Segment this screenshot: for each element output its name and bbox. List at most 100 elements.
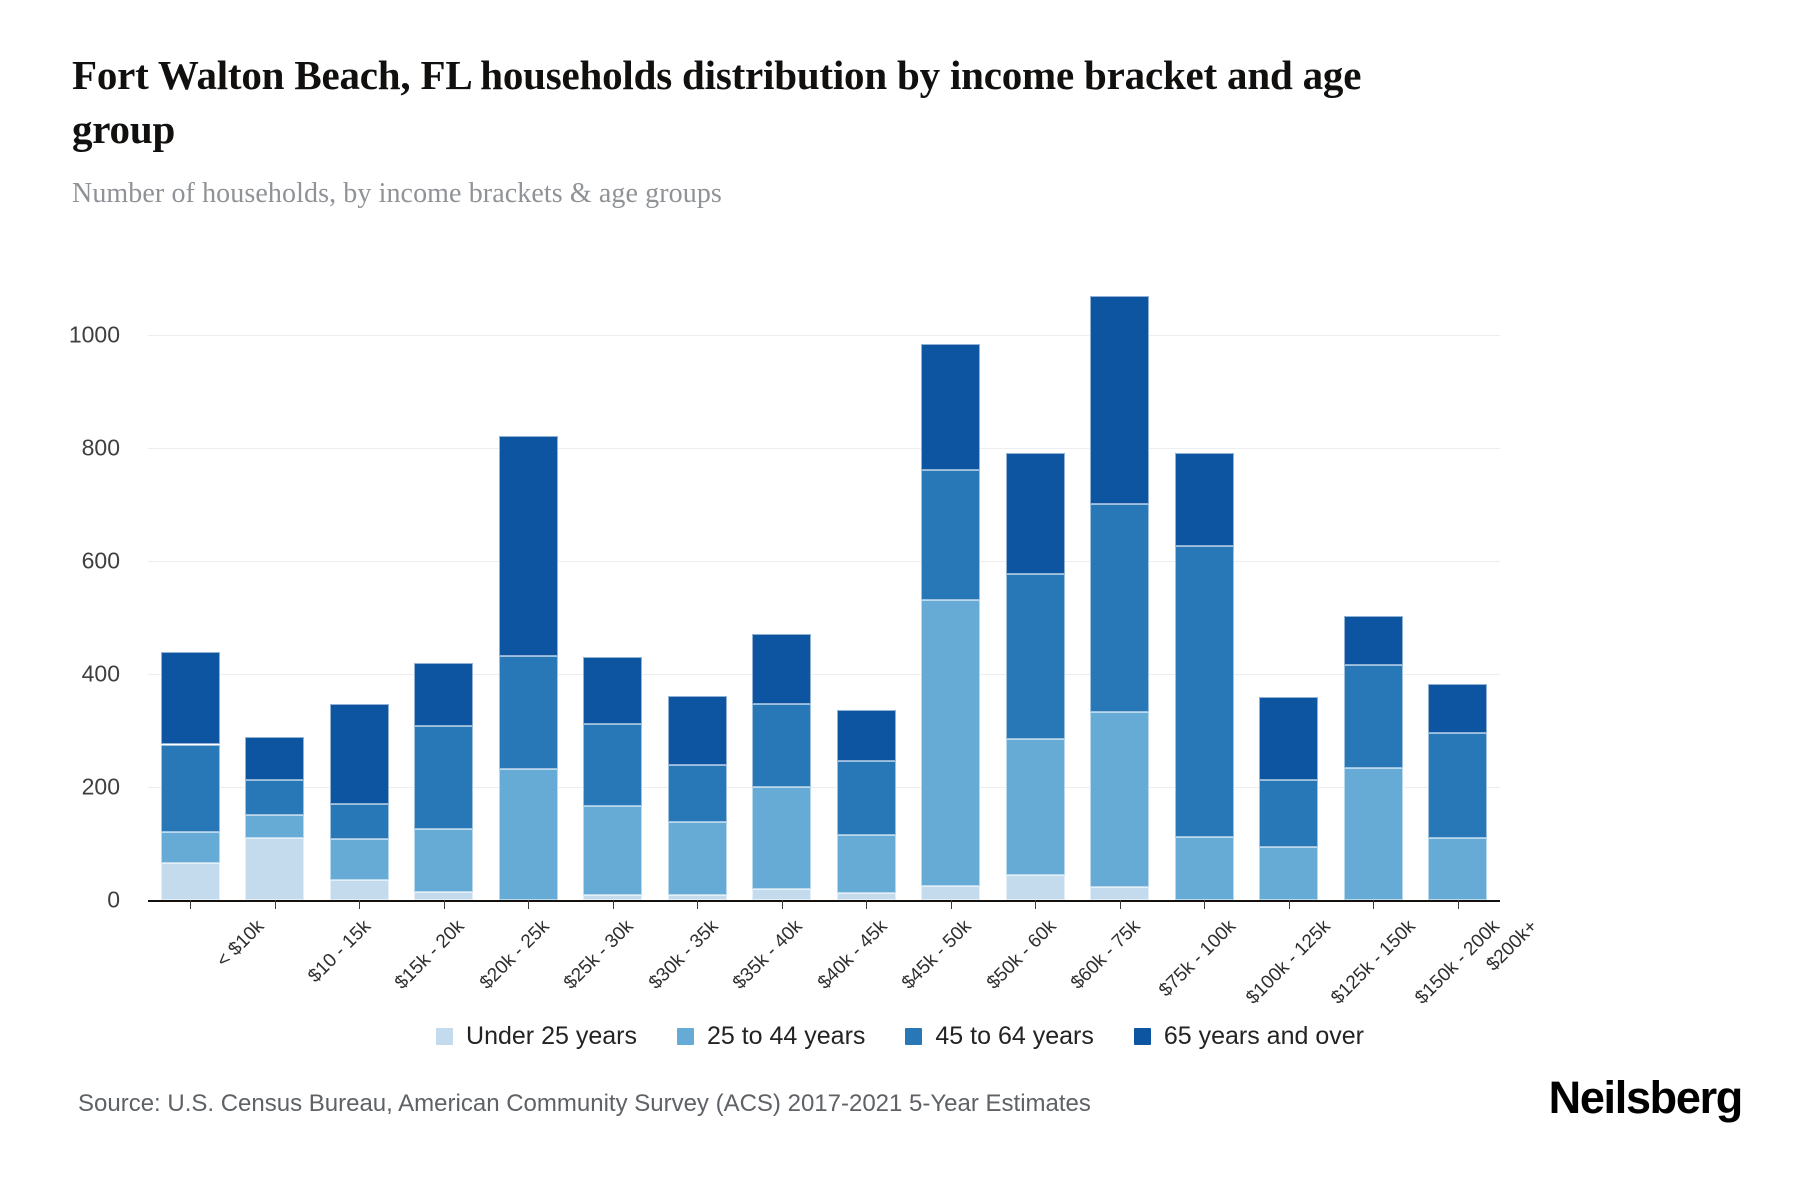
bar-segment[interactable]	[1174, 546, 1234, 838]
bar-stack[interactable]	[667, 0, 727, 900]
bar-segment[interactable]	[836, 834, 896, 893]
bar-segment[interactable]	[329, 803, 389, 840]
bar-segment[interactable]	[836, 761, 896, 835]
legend-swatch-icon	[676, 1028, 694, 1045]
x-axis-tick	[866, 900, 868, 909]
bar-stack[interactable]	[498, 0, 558, 900]
x-axis-tick	[950, 900, 952, 909]
bar-segment[interactable]	[160, 651, 220, 745]
bar-segment[interactable]	[1343, 615, 1403, 666]
bar-segment[interactable]	[414, 663, 474, 727]
bar-segment[interactable]	[160, 832, 220, 864]
bar-segment[interactable]	[667, 821, 727, 895]
bar-stack[interactable]	[752, 0, 812, 900]
bar-segment[interactable]	[1428, 683, 1488, 734]
bar-segment[interactable]	[1343, 767, 1403, 900]
bar-segment[interactable]	[1005, 738, 1065, 875]
bar-stack[interactable]	[1259, 0, 1319, 900]
bar-segment[interactable]	[1005, 573, 1065, 739]
y-axis-tick-label: 0	[107, 886, 120, 913]
bar-segment[interactable]	[836, 710, 896, 762]
legend-item[interactable]: 65 years and over	[1133, 1022, 1364, 1051]
bar-segment[interactable]	[921, 470, 981, 601]
x-axis-label: $50k - 60k	[982, 916, 1061, 994]
bar-segment[interactable]	[583, 657, 643, 724]
bar-segment[interactable]	[1005, 874, 1065, 900]
legend-swatch-icon	[436, 1028, 454, 1045]
bar-segment[interactable]	[667, 894, 727, 900]
bar-segment[interactable]	[1005, 453, 1065, 574]
bar-segment[interactable]	[1259, 697, 1319, 781]
bar-stack[interactable]	[583, 0, 643, 900]
bar-segment[interactable]	[667, 695, 727, 765]
bar-segment[interactable]	[498, 436, 558, 656]
bar-stack[interactable]	[836, 0, 896, 900]
bar-stack[interactable]	[245, 0, 305, 900]
bar-stack[interactable]	[1343, 0, 1403, 900]
x-axis-tick	[1373, 900, 1375, 909]
x-axis-label: $20k - 25k	[475, 916, 554, 994]
x-axis-line	[148, 900, 1500, 902]
bar-segment[interactable]	[414, 726, 474, 829]
legend-item[interactable]: 45 to 64 years	[905, 1022, 1094, 1051]
bar-segment[interactable]	[414, 892, 474, 900]
bar-segment[interactable]	[160, 744, 220, 833]
bar-segment[interactable]	[667, 764, 727, 822]
bar-segment[interactable]	[583, 723, 643, 807]
bar-segment[interactable]	[583, 894, 643, 900]
bar-segment[interactable]	[921, 885, 981, 900]
bar-segment[interactable]	[1428, 837, 1488, 900]
legend-item[interactable]: 25 to 44 years	[676, 1022, 866, 1051]
bar-segment[interactable]	[1090, 295, 1150, 504]
bar-segment[interactable]	[1090, 503, 1150, 713]
legend-label: 25 to 44 years	[706, 1022, 866, 1050]
bar-segment[interactable]	[1259, 847, 1319, 900]
bar-segment[interactable]	[329, 880, 389, 900]
bar-segment[interactable]	[245, 780, 305, 816]
bar-segment[interactable]	[921, 344, 981, 471]
bar-segment[interactable]	[752, 786, 812, 889]
bar-segment[interactable]	[1090, 886, 1150, 900]
x-axis-tick	[443, 900, 445, 909]
bar-segment[interactable]	[752, 704, 812, 787]
x-axis-label: $25k - 30k	[560, 916, 638, 994]
brand-logo: Neilsberg	[1548, 1072, 1744, 1123]
bar-segment[interactable]	[1259, 780, 1319, 848]
bar-segment[interactable]	[1174, 452, 1234, 547]
bar-segment[interactable]	[1428, 733, 1488, 838]
bar-stack[interactable]	[414, 0, 474, 900]
bar-stack[interactable]	[329, 0, 389, 900]
x-axis-label: $35k - 40k	[729, 916, 807, 994]
bar-segment[interactable]	[498, 769, 558, 900]
bar-stack[interactable]	[1090, 0, 1150, 900]
bar-segment[interactable]	[921, 600, 981, 886]
x-axis-label: $45k - 50k	[898, 916, 976, 994]
bar-segment[interactable]	[752, 888, 812, 900]
bar-segment[interactable]	[160, 863, 220, 900]
legend-item[interactable]: Under 25 years	[436, 1022, 637, 1051]
bar-segment[interactable]	[245, 815, 305, 838]
bar-segment[interactable]	[1174, 837, 1234, 900]
bar-segment[interactable]	[329, 704, 389, 804]
bar-segment[interactable]	[836, 892, 896, 900]
chart-subtitle: Number of households, by income brackets…	[72, 178, 722, 210]
bar-segment[interactable]	[1090, 712, 1150, 887]
bar-segment[interactable]	[414, 828, 474, 893]
bar-stack[interactable]	[1428, 0, 1488, 900]
bar-stack[interactable]	[160, 0, 220, 900]
bar-segment[interactable]	[752, 634, 812, 705]
x-axis-tick	[781, 900, 783, 909]
bar-stack[interactable]	[1174, 0, 1234, 900]
bar-segment[interactable]	[245, 837, 305, 900]
bar-segment[interactable]	[1343, 665, 1403, 768]
bar-segment[interactable]	[245, 736, 305, 781]
y-axis-tick-label: 200	[81, 773, 120, 800]
bar-segment[interactable]	[583, 806, 643, 895]
bar-segment[interactable]	[498, 655, 558, 770]
x-axis-label: $15k - 20k	[391, 916, 469, 994]
bar-stack[interactable]	[921, 0, 981, 900]
bar-stack[interactable]	[1005, 0, 1065, 900]
bar-segment[interactable]	[329, 839, 389, 881]
x-axis-label: $125k - 150k	[1326, 916, 1420, 1009]
x-axis-label: $100k - 125k	[1242, 916, 1335, 1009]
